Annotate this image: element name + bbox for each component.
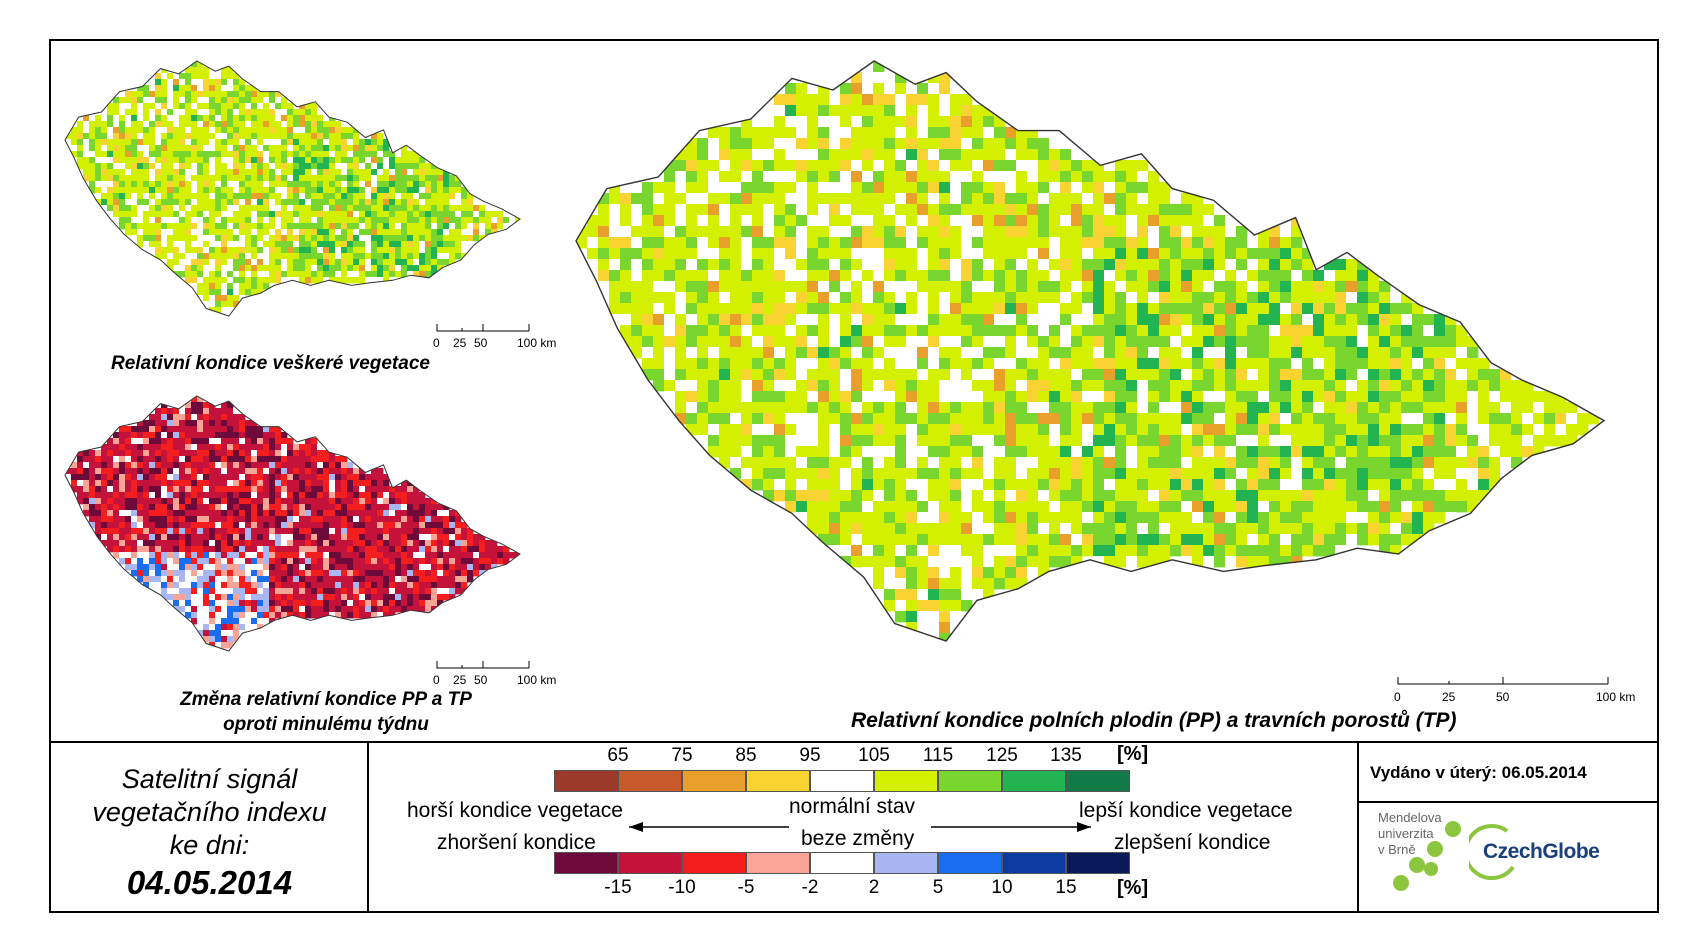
info-panel: Satelitní signál vegetačního indexu ke d… <box>51 743 368 913</box>
mendel-logo-dots-icon <box>1393 821 1461 891</box>
scale-label-50: 50 <box>474 673 488 687</box>
legend-top-swatch <box>618 770 682 792</box>
divider <box>1357 743 1359 913</box>
small-bottom-map-title-line2: oproti minulému týdnu <box>223 714 429 735</box>
legend-bottom-swatch <box>1002 852 1066 874</box>
legend-top-swatch <box>682 770 746 792</box>
czechglobe-logo-text: CzechGlobe <box>1483 840 1600 863</box>
legend-bottom-unit: [%] <box>1117 877 1149 899</box>
worse-condition-label: horší kondice vegetace <box>407 799 623 822</box>
legend-panel: Satelitní signál vegetačního indexu ke d… <box>51 741 1659 913</box>
divider <box>367 743 369 913</box>
legend-bottom-value: 5 <box>932 877 944 898</box>
figure-frame: 0 25 50 100 km 0 25 50 100 km 0 25 50 10… <box>49 39 1659 913</box>
legend-bottom-swatch <box>554 852 618 874</box>
scale-label-0: 0 <box>433 673 440 687</box>
scale-label-100km: 100 km <box>517 336 557 350</box>
legend-bottom-swatch <box>810 852 874 874</box>
scale-bar-bottom <box>436 661 530 669</box>
legend-bottom-value: -15 <box>604 877 632 898</box>
main-map-title: Relativní kondice polních plodin (PP) a … <box>851 709 1457 732</box>
scale-label-50: 50 <box>474 336 488 350</box>
scale-label-50: 50 <box>1496 690 1510 704</box>
legend-top-value: 125 <box>986 745 1018 766</box>
legend-top-swatch <box>810 770 874 792</box>
legend-bottom-value: 15 <box>1055 877 1077 898</box>
main-map <box>575 60 1606 642</box>
legend-top-value: 105 <box>858 745 890 766</box>
legend-top-unit: [%] <box>1117 743 1149 765</box>
scale-bar-main <box>1397 677 1609 685</box>
info-line-3: ke dni: <box>169 830 250 860</box>
scale-label-0: 0 <box>1394 690 1401 704</box>
legend-bottom-swatch <box>746 852 810 874</box>
maps-canvas <box>64 60 1609 685</box>
legend-bottom-value: 2 <box>868 877 880 898</box>
legend-bottom-swatch <box>938 852 1002 874</box>
normal-state-label: normální stav <box>789 795 916 818</box>
legend-top-swatch <box>1002 770 1066 792</box>
legend-bottom-swatch <box>874 852 938 874</box>
legend-top-value: 75 <box>671 745 693 766</box>
divider <box>1357 801 1659 803</box>
small-map-vegetation <box>64 60 521 317</box>
scale-label-25: 25 <box>453 336 467 350</box>
info-line-1: Satelitní signál <box>121 764 298 794</box>
legend-bottom-value: -10 <box>668 877 696 898</box>
scale-label-100km: 100 km <box>1596 690 1636 704</box>
issued-date: Vydáno v úterý: 06.05.2014 <box>1370 763 1587 782</box>
scale-bar-top <box>436 324 530 332</box>
worsening-label: zhoršení kondice <box>437 831 596 854</box>
legend-bottom-value: 10 <box>991 877 1013 898</box>
small-map-change <box>64 395 521 652</box>
no-change-label: beze změny <box>801 827 915 850</box>
legend-top-swatch <box>874 770 938 792</box>
legend-bottom-value: -5 <box>737 877 755 898</box>
legend-bottom-value: -2 <box>801 877 819 898</box>
scale-label-100km: 100 km <box>517 673 557 687</box>
small-bottom-map-title-line1: Změna relativní kondice PP a TP <box>180 689 472 710</box>
mendel-line-3: v Brně <box>1378 842 1416 857</box>
scale-label-0: 0 <box>433 336 440 350</box>
scale-label-25: 25 <box>1442 690 1456 704</box>
better-condition-label: lepší kondice vegetace <box>1079 799 1293 822</box>
legend-top-value: 95 <box>799 745 821 766</box>
legend-top-value: 65 <box>607 745 629 766</box>
improvement-label: zlepšení kondice <box>1114 831 1271 854</box>
legend-bottom-swatch <box>618 852 682 874</box>
legend-top-value: 135 <box>1050 745 1082 766</box>
arrow-right-icon <box>931 822 1091 832</box>
mendel-line-2: univerzita <box>1378 826 1434 841</box>
legend-bottom-swatch <box>682 852 746 874</box>
arrow-left-icon <box>629 822 789 832</box>
legend-bottom-swatch <box>1066 852 1130 874</box>
legend-top-value: 85 <box>735 745 757 766</box>
legend-arrows <box>629 822 1091 832</box>
scale-label-25: 25 <box>453 673 467 687</box>
legend-top-swatch <box>938 770 1002 792</box>
mendel-logo-text: Mendelova univerzita v Brně <box>1378 810 1442 858</box>
info-line-2: vegetačního indexu <box>92 797 327 827</box>
legend-top-swatch <box>1066 770 1130 792</box>
mendel-line-1: Mendelova <box>1378 810 1442 825</box>
info-date: 04.05.2014 <box>126 864 293 901</box>
legend-top-value: 115 <box>922 745 954 766</box>
legend-top-swatch <box>554 770 618 792</box>
small-top-map-title: Relativní kondice veškeré vegetace <box>111 353 430 374</box>
czechglobe-logo-icon <box>1469 824 1515 881</box>
legend-top-swatch <box>746 770 810 792</box>
